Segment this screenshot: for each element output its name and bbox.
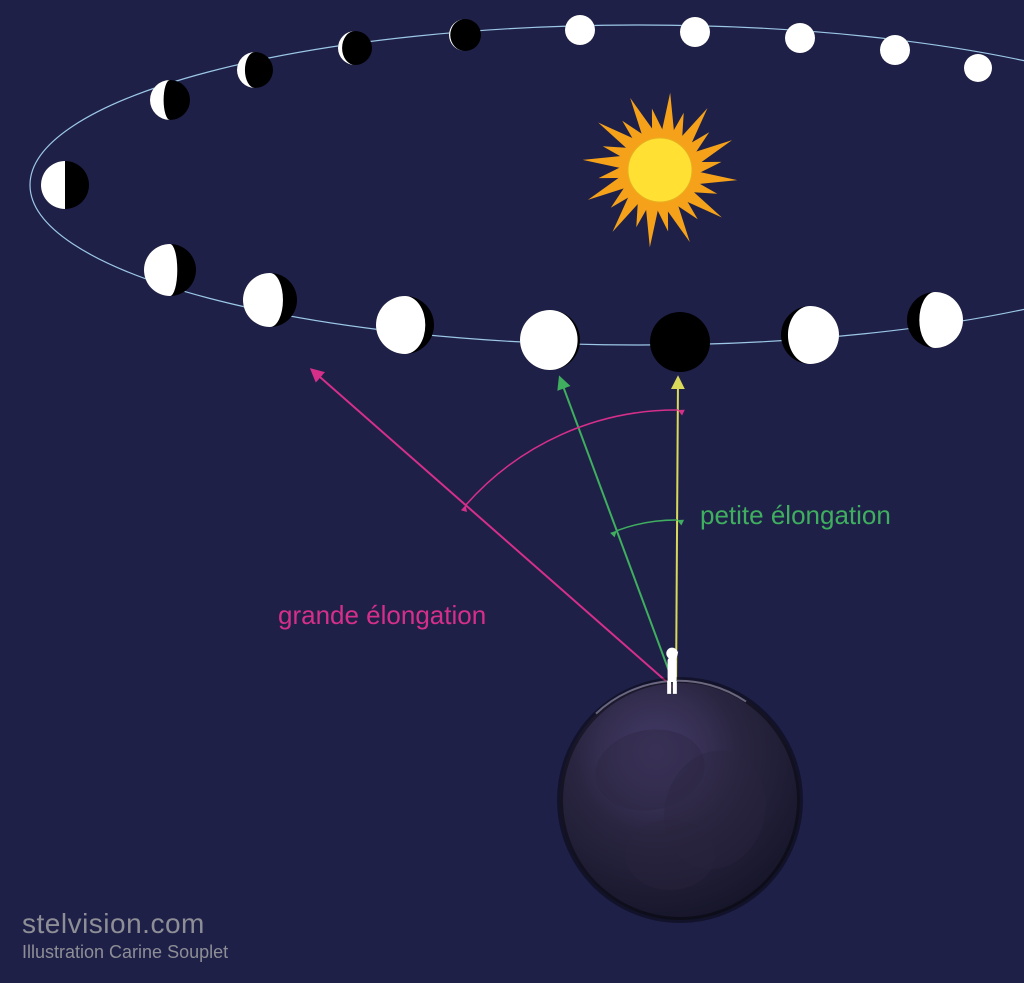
credit-site: stelvision.com: [22, 908, 228, 940]
planet-phase: [243, 273, 297, 327]
orbit-ellipse: [30, 25, 1024, 345]
sun: [583, 93, 738, 248]
sight-line: [676, 378, 678, 690]
sight-line: [560, 378, 676, 690]
planet-phase: [650, 312, 710, 372]
planet-phase: [680, 17, 710, 47]
planet-phase: [41, 161, 89, 209]
planet-phase: [237, 52, 273, 88]
sight-line: [312, 370, 676, 690]
planet-phase: [964, 54, 992, 82]
elongation-diagram: [0, 0, 1024, 983]
planet-phase: [150, 80, 190, 120]
planet-phase: [144, 244, 196, 296]
planet-phase: [785, 23, 815, 53]
planet-phase: [376, 296, 434, 354]
planet-phase: [781, 306, 839, 364]
angle-arc: [466, 410, 678, 505]
planet-phase: [880, 35, 910, 65]
angle-arc: [617, 520, 677, 531]
label-petite-elongation: petite élongation: [700, 500, 891, 531]
planet-phase: [338, 31, 372, 65]
credit-block: stelvision.com Illustration Carine Soupl…: [22, 908, 228, 963]
planet-phase: [907, 292, 963, 348]
credit-illustrator: Illustration Carine Souplet: [22, 942, 228, 963]
planet-phase: [449, 19, 481, 51]
earth: [560, 680, 800, 920]
planet-phase: [565, 15, 595, 45]
planet-phase: [520, 310, 580, 370]
label-grande-elongation: grande élongation: [278, 600, 486, 631]
